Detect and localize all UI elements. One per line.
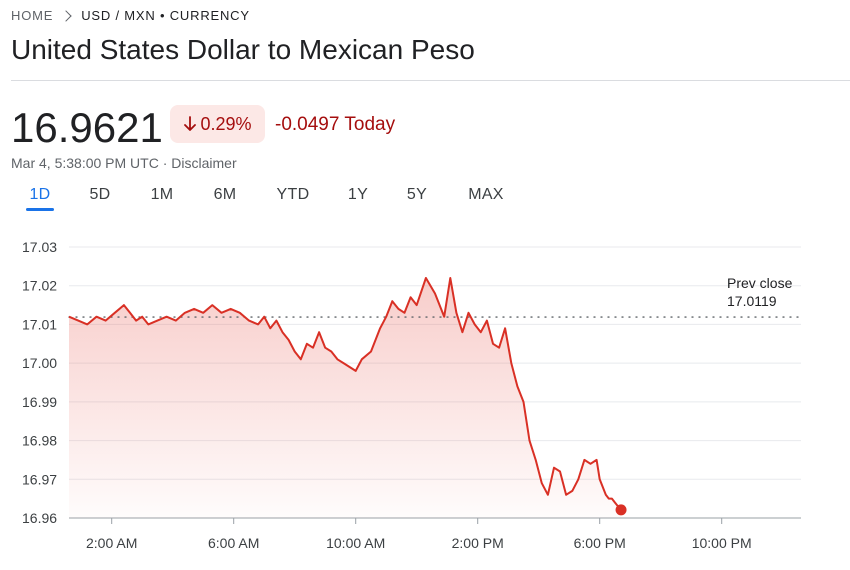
tab-max[interactable]: MAX bbox=[468, 186, 504, 203]
x-tick-label: 2:00 AM bbox=[86, 535, 137, 551]
x-tick-label: 10:00 AM bbox=[326, 535, 385, 551]
prev-close-label: Prev close bbox=[727, 275, 793, 291]
timestamp: Mar 4, 5:38:00 PM UTC · bbox=[11, 155, 172, 171]
y-tick-label: 17.01 bbox=[22, 316, 57, 332]
y-tick-label: 16.99 bbox=[22, 394, 57, 410]
tab-1y[interactable]: 1Y bbox=[347, 186, 369, 203]
y-tick-label: 16.96 bbox=[22, 510, 57, 526]
x-tick-label: 10:00 PM bbox=[692, 535, 752, 551]
breadcrumb-home-link[interactable]: HOME bbox=[11, 8, 54, 23]
disclaimer-link[interactable]: Disclaimer bbox=[171, 155, 237, 171]
chevron-right-icon bbox=[60, 9, 72, 22]
tab-1d[interactable]: 1D bbox=[29, 186, 51, 203]
breadcrumb: HOME USD / MXN • CURRENCY bbox=[11, 8, 250, 23]
y-tick-label: 16.97 bbox=[22, 471, 57, 487]
change-percent-badge: 0.29% bbox=[170, 105, 265, 143]
x-tick-label: 2:00 PM bbox=[452, 535, 504, 551]
price-line bbox=[68, 277, 622, 511]
x-tick-label: 6:00 PM bbox=[574, 535, 626, 551]
y-tick-label: 16.98 bbox=[22, 433, 57, 449]
price-area-fill bbox=[69, 278, 621, 518]
change-percent: 0.29% bbox=[200, 113, 252, 134]
tab-ytd[interactable]: YTD bbox=[276, 186, 310, 203]
divider bbox=[11, 80, 850, 81]
prev-close-value: 17.0119 bbox=[727, 293, 777, 309]
tab-1m[interactable]: 1M bbox=[150, 186, 174, 203]
y-tick-label: 17.03 bbox=[22, 239, 57, 255]
arrow-down-icon bbox=[184, 116, 197, 131]
price-chart[interactable]: Prev close 17.0119 2:00 AM 6:00 AM 10:00 AM… bbox=[0, 225, 850, 570]
tab-6m[interactable]: 6M bbox=[213, 186, 237, 203]
active-tab-indicator bbox=[26, 208, 54, 211]
breadcrumb-current: USD / MXN • CURRENCY bbox=[81, 8, 250, 23]
quote-meta: Mar 4, 5:38:00 PM UTC · Disclaimer bbox=[11, 155, 237, 171]
change-absolute: -0.0497 Today bbox=[275, 114, 396, 135]
current-price-marker bbox=[615, 504, 627, 516]
current-price: 16.9621 bbox=[11, 104, 163, 151]
page-title: United States Dollar to Mexican Peso bbox=[11, 34, 475, 65]
y-tick-label: 17.02 bbox=[22, 278, 57, 294]
x-tick-label: 6:00 AM bbox=[208, 535, 259, 551]
tab-5y[interactable]: 5Y bbox=[406, 186, 428, 203]
tab-5d[interactable]: 5D bbox=[89, 186, 111, 203]
y-tick-label: 17.00 bbox=[22, 355, 57, 371]
